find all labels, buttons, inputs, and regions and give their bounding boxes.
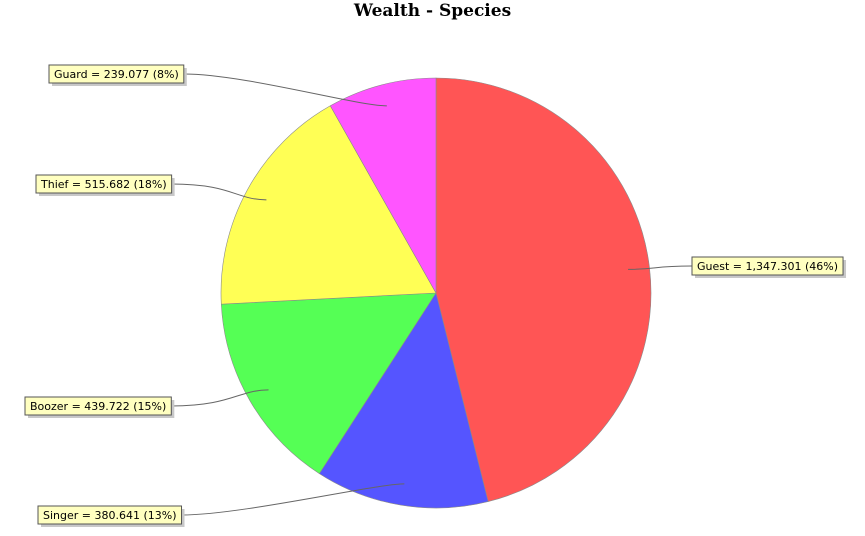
slice-label-box <box>48 64 185 84</box>
pie-slice-thief <box>220 105 437 305</box>
slice-label-box <box>691 256 844 276</box>
slice-labels: Guest = 1,347.301 (46%) Singer = 380.641 … <box>24 64 847 527</box>
leader-line-thief <box>171 183 267 201</box>
slice-label-singer: Singer = 380.641 (13%) <box>37 505 185 527</box>
chart-title: Wealth - Species <box>353 1 512 21</box>
pie-slices <box>220 77 652 509</box>
slice-label-thief: Thief = 515.682 (18%) <box>35 174 175 196</box>
pie-slice-singer <box>318 292 489 509</box>
slice-label-box <box>24 396 172 416</box>
pie-slice-boozer <box>220 292 437 475</box>
slice-label-text-guard: Guard = 239.077 (8%) <box>54 68 179 81</box>
slice-label-text-singer: Singer = 380.641 (13%) <box>43 509 177 522</box>
leader-line-boozer <box>171 389 269 407</box>
slice-label-text-thief: Thief = 515.682 (18%) <box>40 178 167 191</box>
slice-label-guard: Guard = 239.077 (8%) <box>48 64 187 86</box>
slice-label-box <box>35 174 173 194</box>
slice-label-text-boozer: Boozer = 439.722 (15%) <box>30 400 166 413</box>
slice-label-box <box>37 505 183 525</box>
slice-label-text-guest: Guest = 1,347.301 (46%) <box>697 260 838 273</box>
leader-line-guest <box>628 265 693 270</box>
pie-slice-guest <box>435 77 652 502</box>
leader-line-singer <box>181 483 405 516</box>
slice-label-boozer: Boozer = 439.722 (15%) <box>24 396 175 418</box>
pie-slice-guard <box>329 77 437 295</box>
slice-label-guest: Guest = 1,347.301 (46%) <box>691 256 847 278</box>
label-leader-lines <box>171 73 693 516</box>
leader-line-guard <box>183 73 387 107</box>
